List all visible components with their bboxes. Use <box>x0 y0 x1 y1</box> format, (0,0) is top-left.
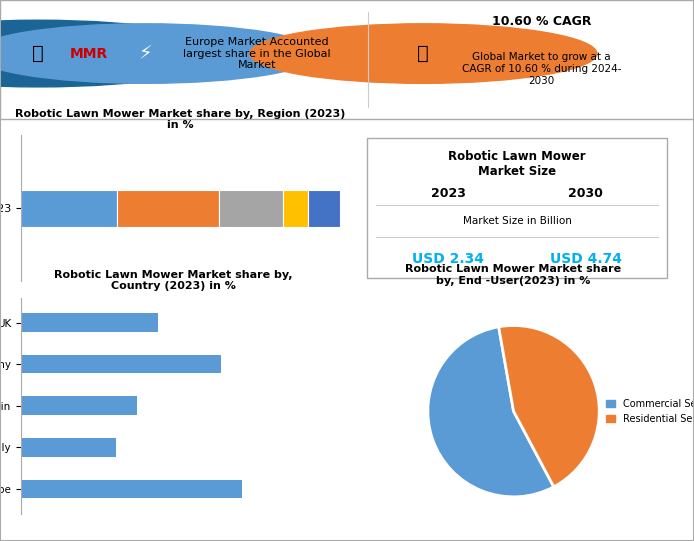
Text: Europe Market Accounted
largest share in the Global
Market: Europe Market Accounted largest share in… <box>183 37 330 70</box>
Text: 2030: 2030 <box>568 187 603 200</box>
Text: ⚡: ⚡ <box>139 44 153 63</box>
Title: Robotic Lawn Mower Market share
by, End -User(2023) in %: Robotic Lawn Mower Market share by, End … <box>405 264 622 286</box>
Text: Robotic Lawn Mower
Market Size: Robotic Lawn Mower Market Size <box>448 150 586 178</box>
Bar <box>21 480 242 498</box>
Bar <box>117 190 219 227</box>
Text: 2023: 2023 <box>431 187 466 200</box>
Text: 10.60 % CAGR: 10.60 % CAGR <box>491 15 591 28</box>
Text: USD 4.74: USD 4.74 <box>550 253 622 266</box>
Bar <box>219 190 282 227</box>
Bar <box>21 355 221 373</box>
Bar <box>282 190 308 227</box>
Wedge shape <box>499 326 599 487</box>
Bar <box>21 190 117 227</box>
Title: Robotic Lawn Mower Market share by, Region (2023)
in %: Robotic Lawn Mower Market share by, Regi… <box>15 109 346 130</box>
Wedge shape <box>428 327 554 497</box>
Text: 🔥: 🔥 <box>418 44 429 63</box>
Text: MMR: MMR <box>69 47 108 61</box>
Title: Robotic Lawn Mower Market share by,
Country (2023) in %: Robotic Lawn Mower Market share by, Coun… <box>54 269 293 291</box>
Circle shape <box>0 20 232 87</box>
Text: Global Market to grow at a
CAGR of 10.60 % during 2024-
2030: Global Market to grow at a CAGR of 10.60… <box>462 52 621 85</box>
Text: Market Size in Billion: Market Size in Billion <box>463 216 571 227</box>
Bar <box>21 397 137 415</box>
Text: USD 2.34: USD 2.34 <box>412 253 484 266</box>
Legend: North America, Europe, Asia Pacific, MEA, South America: North America, Europe, Asia Pacific, MEA… <box>35 338 326 353</box>
Circle shape <box>250 24 597 83</box>
Bar <box>308 190 340 227</box>
Bar <box>21 313 158 332</box>
Bar <box>21 438 116 457</box>
Circle shape <box>0 24 319 83</box>
Text: 🌍: 🌍 <box>33 44 44 63</box>
Legend: Commercial Sector, Residential Sector: Commercial Sector, Residential Sector <box>602 395 694 427</box>
